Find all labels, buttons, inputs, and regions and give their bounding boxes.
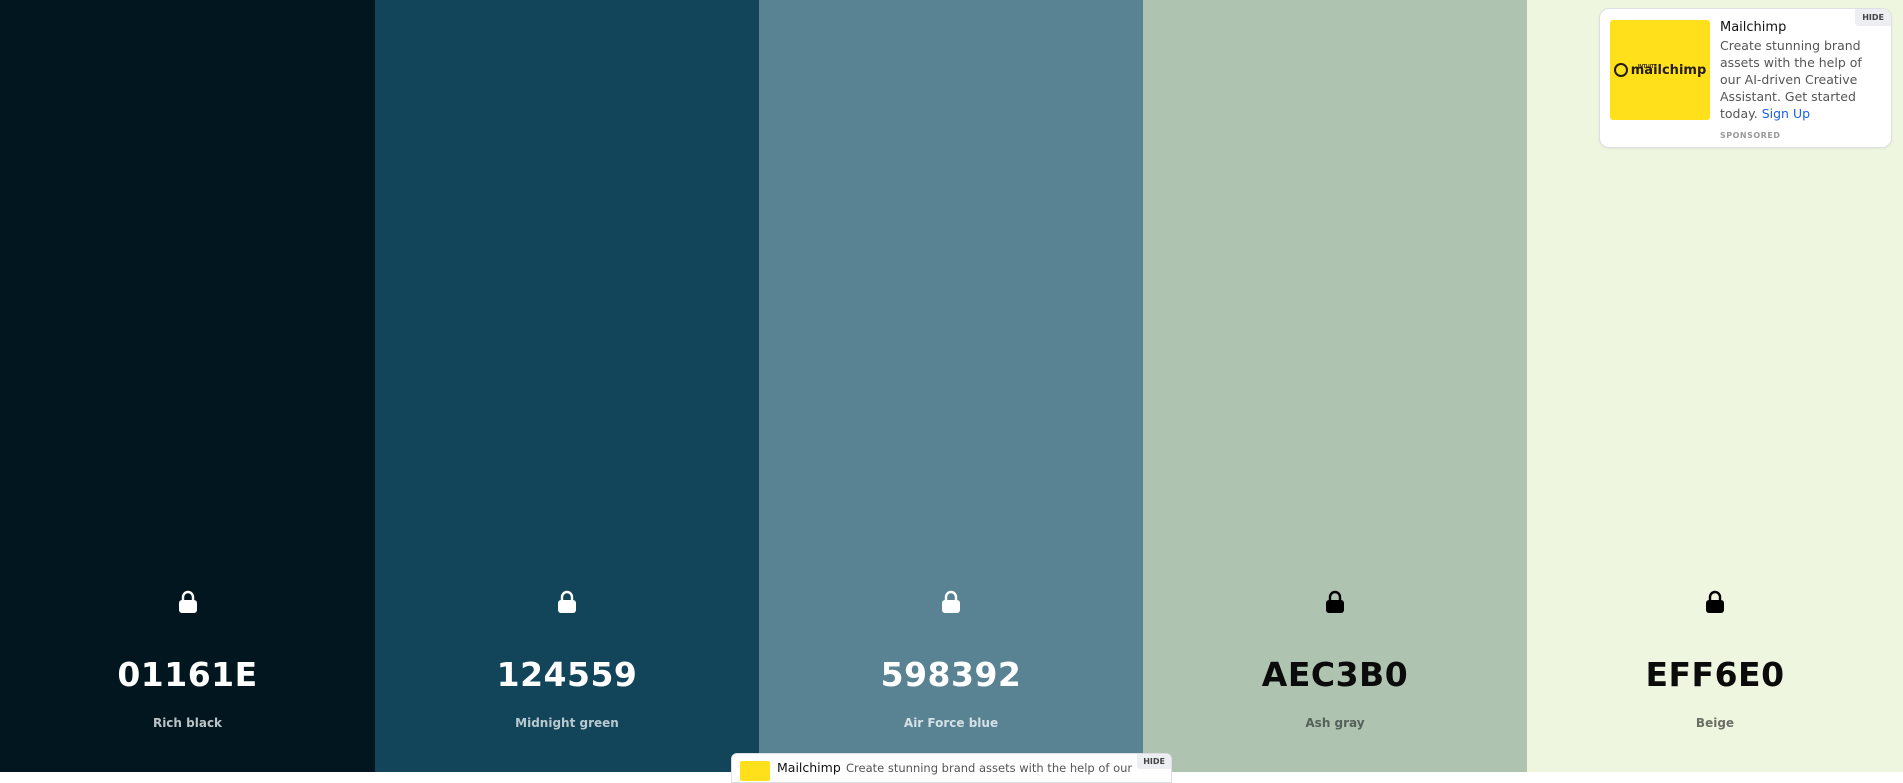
color-hex[interactable]: AEC3B0 xyxy=(1261,655,1409,694)
brand-text: mailchimp xyxy=(1630,62,1707,78)
color-swatch-2[interactable]: 124559 Midnight green xyxy=(375,0,759,772)
color-swatch-1[interactable]: 01161E Rich black xyxy=(0,0,375,772)
lock-icon[interactable] xyxy=(1704,590,1726,614)
mailchimp-logo[interactable] xyxy=(740,761,770,781)
color-hex[interactable]: 01161E xyxy=(117,655,258,694)
lock-icon[interactable] xyxy=(1324,590,1346,614)
color-name[interactable]: Ash gray xyxy=(1305,716,1365,730)
color-name[interactable]: Beige xyxy=(1695,716,1735,730)
color-name[interactable]: Midnight green xyxy=(515,716,619,730)
ad-title[interactable]: Mailchimp xyxy=(1720,20,1787,35)
color-hex[interactable]: 598392 xyxy=(880,655,1022,694)
ad-bar-text: Create stunning brand assets with the he… xyxy=(846,761,1133,775)
hide-ad-bar-button[interactable]: HIDE xyxy=(1137,754,1171,769)
ad-body-text: Create stunning brand assets with the he… xyxy=(1720,38,1862,121)
hide-ad-button[interactable]: HIDE xyxy=(1855,9,1891,26)
color-hex[interactable]: 124559 xyxy=(496,655,638,694)
color-hex[interactable]: EFF6E0 xyxy=(1645,655,1785,694)
color-name[interactable]: Air Force blue xyxy=(903,716,999,730)
lock-icon[interactable] xyxy=(177,590,199,614)
color-name[interactable]: Rich black xyxy=(152,716,223,730)
ad-body: Create stunning brand assets with the he… xyxy=(1720,37,1885,122)
ad-bar-title[interactable]: Mailchimp xyxy=(777,760,841,775)
color-swatch-4[interactable]: AEC3B0 Ash gray xyxy=(1143,0,1527,772)
sign-up-link[interactable]: Sign Up xyxy=(1761,106,1811,121)
bottom-ad-bar[interactable]: Mailchimp Create stunning brand assets w… xyxy=(731,753,1172,783)
sponsored-ad-card[interactable]: INTUIT mailchimp Mailchimp Create stunni… xyxy=(1599,8,1892,148)
brand-wordmark: mailchimp xyxy=(1613,62,1707,78)
mailchimp-logo[interactable]: INTUIT mailchimp xyxy=(1610,20,1710,120)
sponsored-label: SPONSORED xyxy=(1720,131,1781,140)
lock-icon[interactable] xyxy=(556,590,578,614)
lock-icon[interactable] xyxy=(940,590,962,614)
color-swatch-3[interactable]: 598392 Air Force blue xyxy=(759,0,1143,772)
brand-small-text: INTUIT xyxy=(1638,64,1655,70)
chimp-icon xyxy=(1613,63,1628,77)
